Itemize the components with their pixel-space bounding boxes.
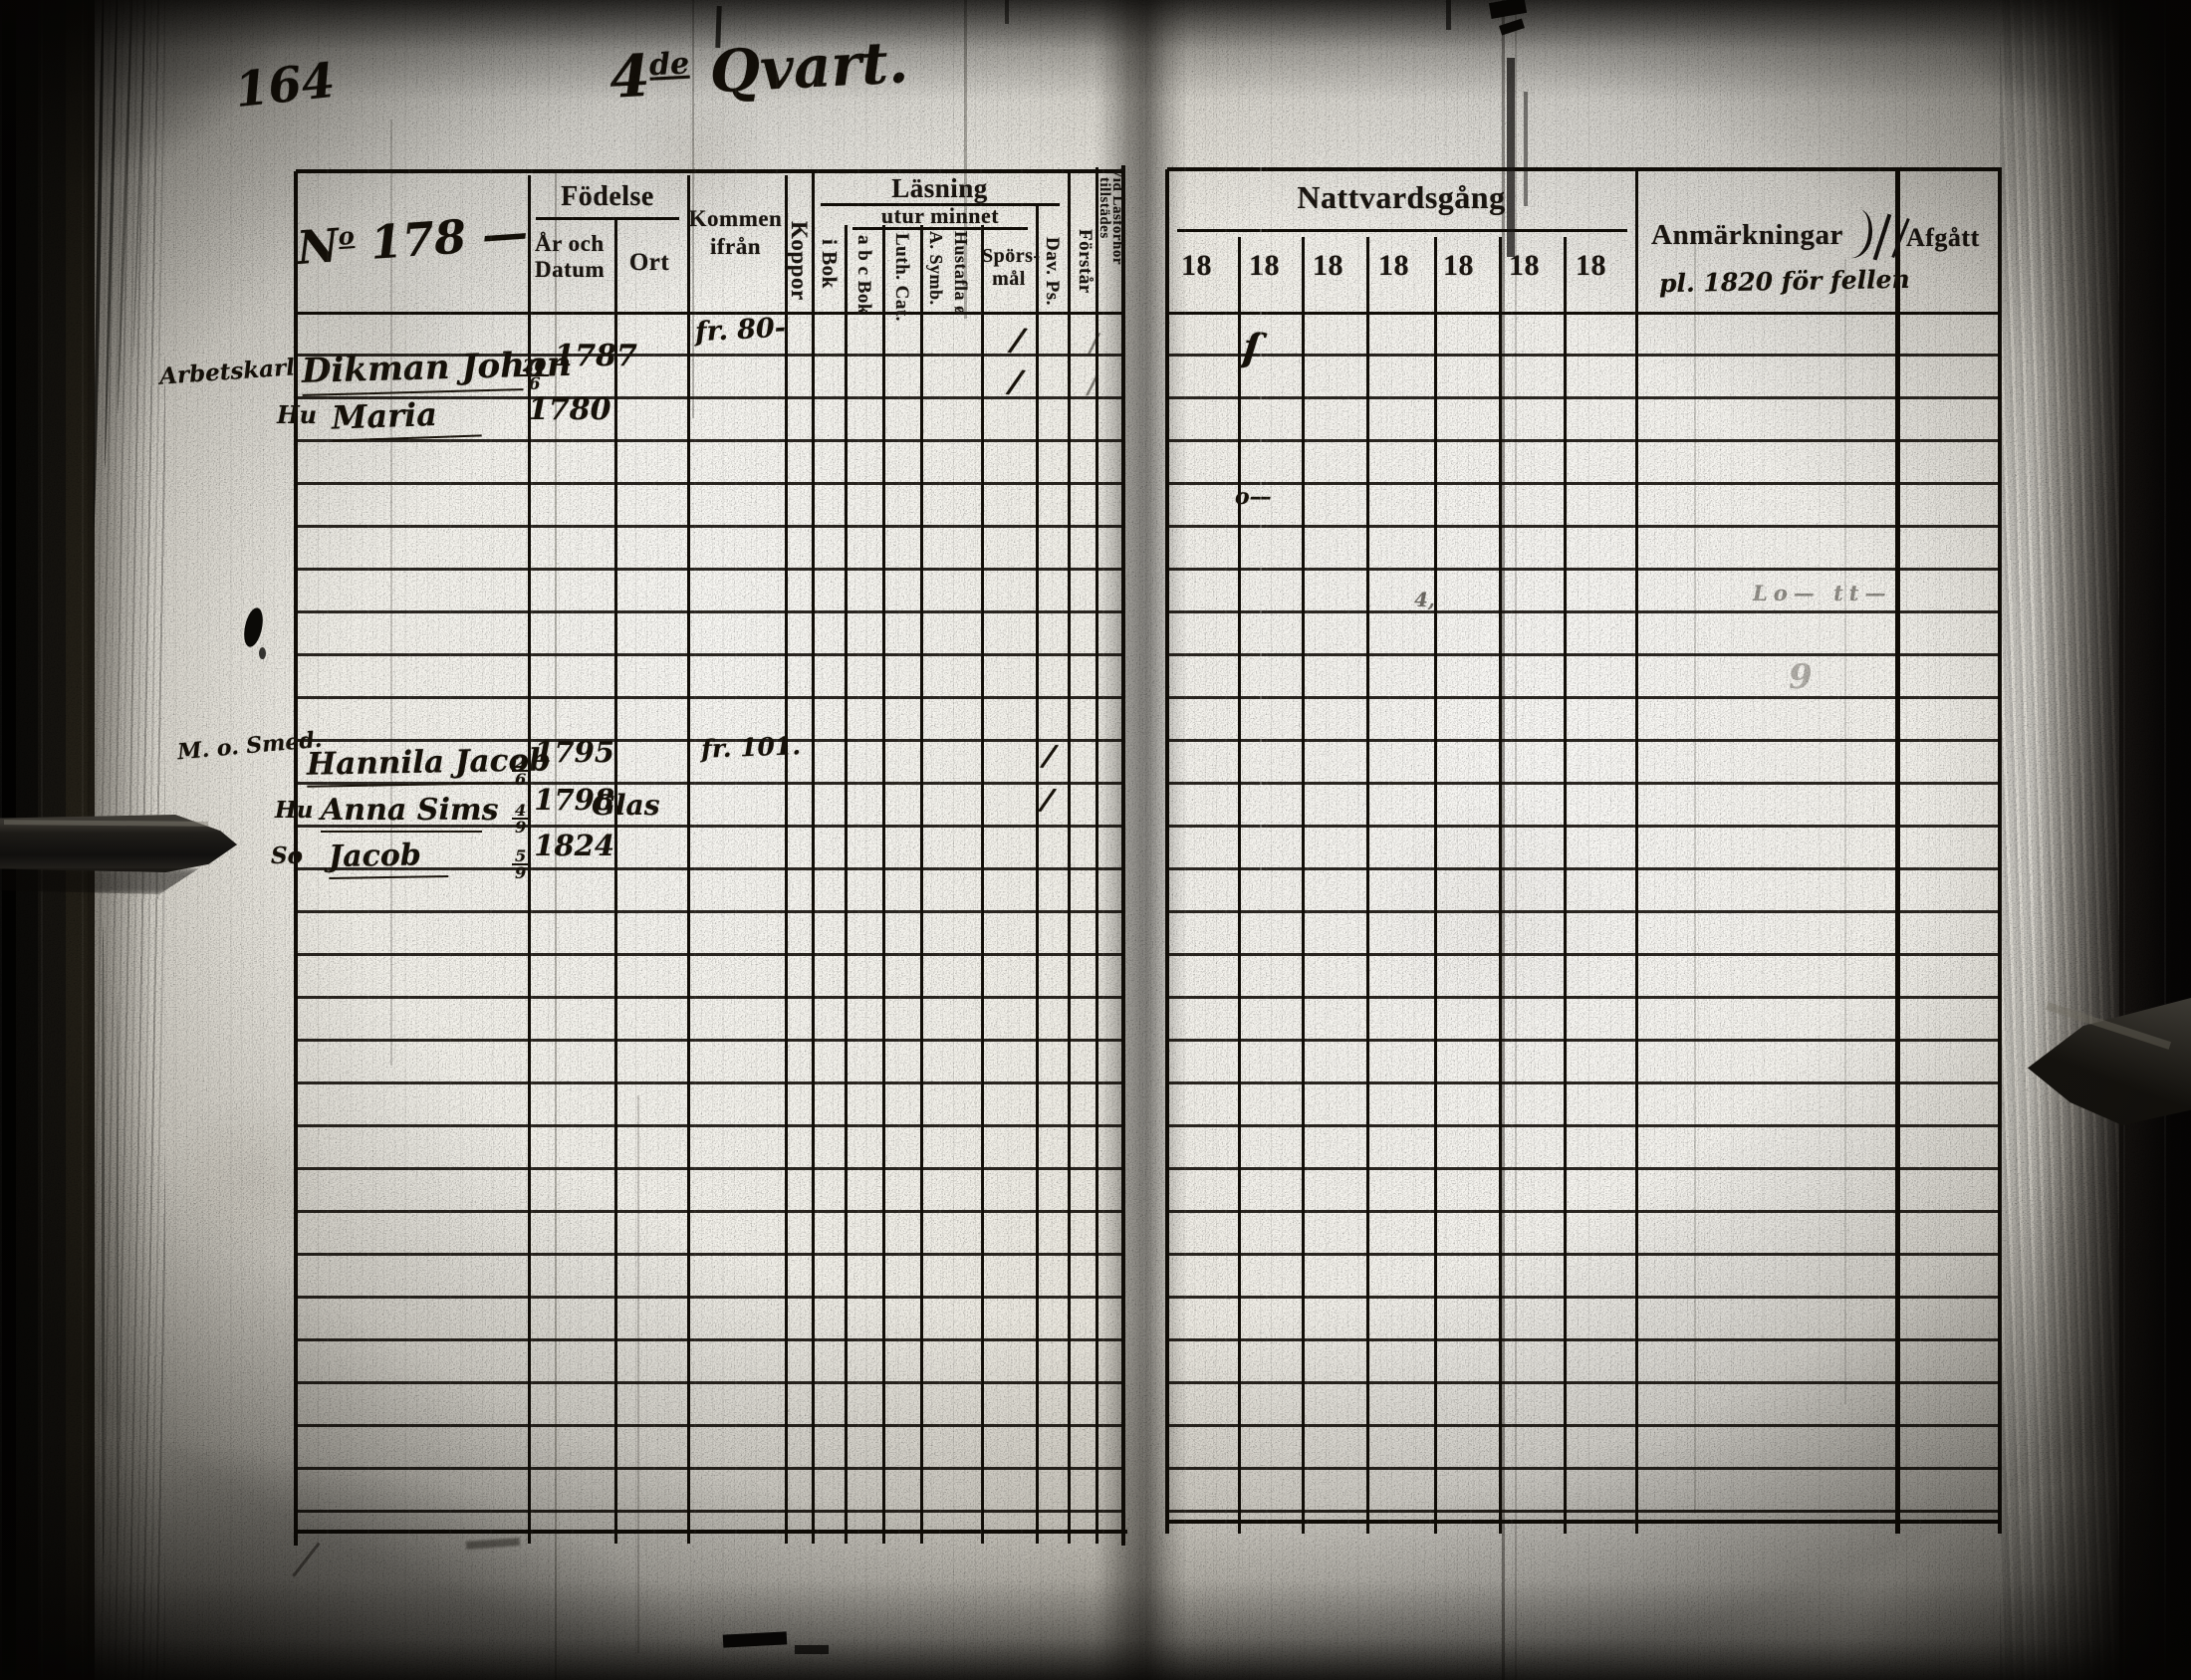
communion-mark: o— bbox=[1235, 484, 1272, 510]
grid-line-v bbox=[845, 225, 848, 1544]
grid-line-h bbox=[1167, 1520, 2002, 1524]
grid-line-v bbox=[1036, 203, 1039, 1544]
grid-line-v bbox=[1499, 237, 1502, 1534]
column-header-forstar: Förstår bbox=[1075, 229, 1096, 294]
column-header-ar-och-datum: År och Datum bbox=[535, 231, 606, 283]
grid-line-v bbox=[981, 225, 984, 1544]
grid-line-v bbox=[614, 219, 617, 1544]
grid-line-v bbox=[1434, 237, 1437, 1534]
edge-ink-streak bbox=[1507, 58, 1515, 257]
record-number-prefix: N bbox=[295, 218, 342, 276]
tally-mark-faint: / bbox=[1088, 370, 1097, 399]
edge-ink-bar bbox=[1005, 0, 1009, 24]
grid-line-v bbox=[1895, 171, 1900, 1534]
grid-line-h bbox=[1177, 229, 1627, 232]
birth-month: 6 bbox=[528, 372, 541, 393]
grid-line-v bbox=[1564, 237, 1567, 1534]
column-header-fodelse: Födelse bbox=[561, 181, 654, 212]
grid-line-v bbox=[882, 225, 885, 1544]
kommen-note: fr. 101. bbox=[700, 731, 802, 764]
column-header-a-symb: A. Symb. bbox=[926, 231, 946, 306]
entry-name: Anna Sims bbox=[321, 793, 498, 833]
edge-ink-bar bbox=[795, 1645, 829, 1654]
margin-relation: Hu bbox=[275, 797, 314, 824]
year-column-label: 18 bbox=[1443, 249, 1474, 282]
column-header-afgatt: Afgått bbox=[1906, 223, 1980, 252]
year-column-label: 18 bbox=[1378, 249, 1409, 282]
grid-line-v bbox=[812, 171, 815, 1544]
column-header-utur-minnet: utur minnet bbox=[880, 203, 1000, 228]
fore-edge-stripes bbox=[2000, 0, 2119, 1680]
entry-name: Dikman Johan bbox=[301, 345, 572, 396]
grid-line-v bbox=[920, 225, 923, 1544]
column-header-ort: Ort bbox=[628, 249, 670, 276]
entry-name: Hannila Jacob bbox=[306, 742, 551, 788]
quarter-title-number: 4 bbox=[608, 41, 652, 112]
year-column-label: 18 bbox=[1576, 249, 1606, 282]
edge-ink-bar bbox=[1446, 0, 1451, 30]
grid-line-h bbox=[1167, 312, 2000, 315]
faint-mark: 9 bbox=[1789, 657, 1813, 697]
year-column-label: 18 bbox=[1181, 249, 1212, 282]
record-number-value: 178 — bbox=[368, 204, 530, 270]
faint-remark: Lo— tt— bbox=[1753, 581, 1892, 605]
faint-mark: 4, bbox=[1414, 588, 1435, 611]
grid-line-v bbox=[1165, 169, 1169, 1534]
column-header-dav-ps: Dav. Ps. bbox=[1042, 237, 1063, 306]
grid-line-v bbox=[687, 175, 690, 1544]
column-header-anmarkningar: Anmärkningar bbox=[1651, 219, 1843, 251]
table-row-lines bbox=[296, 314, 1123, 1531]
column-header-koppor: Koppor bbox=[787, 221, 812, 301]
column-header-luth-cat: Luth. Cat. bbox=[891, 233, 912, 322]
birth-year: 1795 bbox=[534, 735, 615, 769]
column-header-kommen-ifran: Kommen ifrån bbox=[688, 206, 783, 259]
column-header-tillstades: tillstädes bbox=[1096, 177, 1112, 239]
grid-line-v bbox=[1998, 171, 2002, 1534]
grid-line-v bbox=[1366, 237, 1369, 1534]
ink-blob bbox=[259, 647, 266, 659]
column-header-abc-bok: a b c Bok bbox=[853, 235, 874, 315]
column-header-sporsmal: Spörs-mål bbox=[982, 245, 1041, 290]
kommen-note: fr. 80- bbox=[694, 312, 787, 349]
remark-note: pl. 1820 för fellen bbox=[1658, 264, 1910, 299]
entry-birthdate: 2 6 1795 bbox=[512, 735, 614, 788]
column-header-lasning: Läsning bbox=[891, 173, 988, 203]
margin-relation: Hu bbox=[277, 400, 318, 429]
year-column-label: 18 bbox=[1249, 249, 1280, 282]
birth-year: 1824 bbox=[534, 829, 615, 862]
column-header-i-bok: i Bok bbox=[818, 239, 842, 289]
entry-birthdate: 1780 bbox=[528, 392, 611, 427]
grid-line-h bbox=[296, 312, 1123, 315]
column-header-hustafla: Hustafla ø bbox=[951, 231, 971, 316]
birth-year: 1787 bbox=[554, 339, 637, 373]
year-column-label: 18 bbox=[1313, 249, 1343, 282]
edge-ink-streak bbox=[1524, 92, 1528, 206]
table-row-lines bbox=[1167, 314, 2000, 1520]
column-header-nattvardsgang: Nattvardsgång bbox=[1297, 179, 1506, 215]
grid-line-v bbox=[1635, 171, 1638, 1534]
grid-line-v bbox=[785, 175, 788, 1544]
entry-name: Jacob bbox=[328, 837, 449, 880]
grid-line-h bbox=[1167, 167, 2002, 171]
folio-number: 164 bbox=[232, 52, 338, 120]
quarter-title-word: Qvart. bbox=[707, 28, 910, 107]
grid-line-h bbox=[536, 217, 679, 220]
grid-line-v bbox=[1121, 165, 1125, 1546]
birth-month: 9 bbox=[515, 863, 527, 883]
entry-name: Maria bbox=[331, 393, 482, 442]
entry-birthdate: 20 6 1787 bbox=[520, 339, 637, 392]
tally-mark-faint: / bbox=[1090, 329, 1099, 358]
grid-line-v bbox=[1238, 237, 1241, 1534]
quarter-title-ordinal: de bbox=[648, 46, 690, 84]
entry-birthplace: Glas bbox=[592, 789, 660, 822]
margin-relation: So bbox=[271, 842, 303, 869]
grid-line-v bbox=[1302, 237, 1305, 1534]
record-number-ordinal: o bbox=[337, 220, 356, 251]
grid-line-h bbox=[294, 1530, 1127, 1534]
grid-line-v bbox=[1068, 169, 1071, 1544]
entry-birthdate: 5 9 1824 bbox=[512, 829, 614, 881]
